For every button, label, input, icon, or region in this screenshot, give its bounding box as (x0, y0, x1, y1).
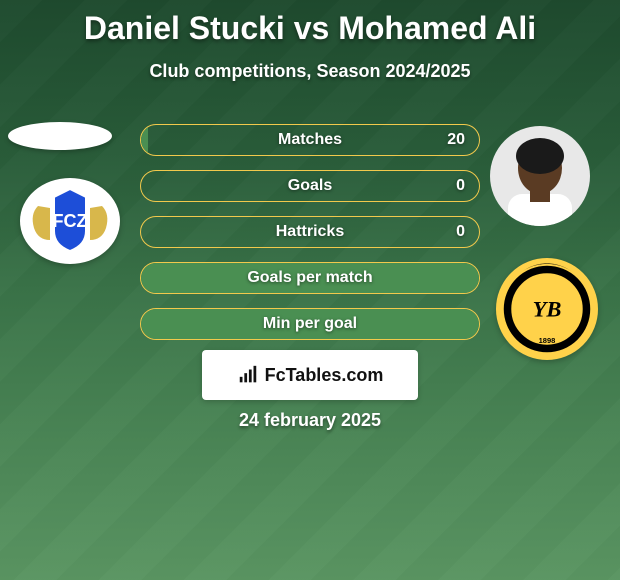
stats-table: Matches20Goals0Hattricks0Goals per match… (140, 124, 480, 354)
right-player-photo (490, 126, 590, 226)
stat-row: Matches20 (140, 124, 480, 156)
left-player-photo-placeholder (8, 122, 112, 150)
stat-label: Goals (141, 171, 479, 201)
stat-row: Min per goal (140, 308, 480, 340)
young-boys-badge-icon: BSC Young Boys YB 1898 (500, 262, 594, 356)
stat-value: 0 (456, 171, 465, 201)
stat-label: Hattricks (141, 217, 479, 247)
player-portrait-icon (490, 126, 590, 226)
svg-text:1898: 1898 (539, 336, 556, 345)
stat-row: Goals0 (140, 170, 480, 202)
stat-label: Matches (141, 125, 479, 155)
left-club-badge: FCZ (20, 178, 120, 264)
svg-text:YB: YB (533, 297, 562, 322)
branding-text: FcTables.com (265, 365, 384, 386)
stat-value: 20 (447, 125, 465, 155)
stat-row: Hattricks0 (140, 216, 480, 248)
comparison-date: 24 february 2025 (0, 410, 620, 431)
page-subtitle: Club competitions, Season 2024/2025 (0, 61, 620, 82)
stat-value: 0 (456, 217, 465, 247)
stat-label: Goals per match (141, 263, 479, 293)
right-club-badge: BSC Young Boys YB 1898 (496, 258, 598, 360)
fcz-badge-icon: FCZ (20, 178, 120, 264)
comparison-card: Daniel Stucki vs Mohamed Ali Club compet… (0, 0, 620, 580)
branding-box[interactable]: FcTables.com (202, 350, 418, 400)
stat-row: Goals per match (140, 262, 480, 294)
stat-label: Min per goal (141, 309, 479, 339)
page-title: Daniel Stucki vs Mohamed Ali (0, 0, 620, 47)
bar-chart-icon (237, 364, 259, 386)
svg-text:FCZ: FCZ (53, 211, 88, 231)
